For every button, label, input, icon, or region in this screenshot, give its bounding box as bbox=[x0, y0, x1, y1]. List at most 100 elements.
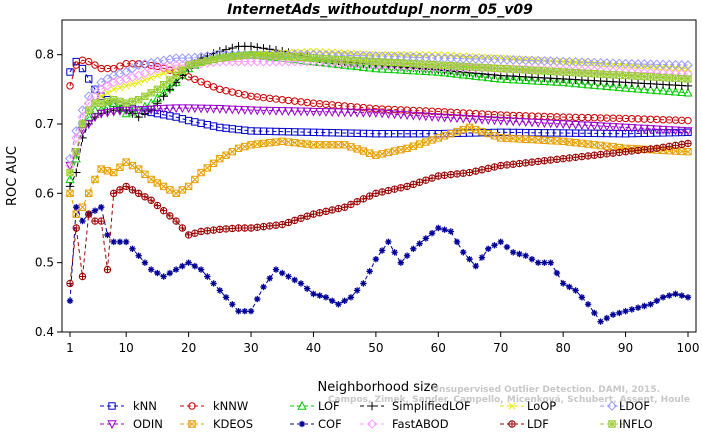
point-marker bbox=[103, 97, 112, 106]
point-marker bbox=[628, 147, 636, 155]
point-marker bbox=[378, 188, 386, 196]
point-marker bbox=[259, 222, 268, 231]
point-marker bbox=[97, 217, 105, 225]
point-marker bbox=[178, 186, 187, 194]
point-marker bbox=[552, 76, 562, 86]
point-marker bbox=[279, 269, 286, 277]
point-marker bbox=[234, 144, 243, 152]
legend-label: ODIN bbox=[133, 417, 163, 431]
point-marker bbox=[303, 212, 311, 220]
point-marker bbox=[353, 287, 361, 294]
point-marker bbox=[421, 66, 431, 76]
point-marker bbox=[609, 149, 617, 157]
point-marker bbox=[645, 125, 656, 134]
point-marker bbox=[152, 105, 163, 114]
point-marker bbox=[109, 96, 118, 104]
point-marker bbox=[384, 58, 393, 66]
point-marker bbox=[409, 59, 418, 68]
point-marker bbox=[639, 124, 649, 134]
point-marker bbox=[147, 74, 155, 82]
point-marker bbox=[496, 73, 506, 83]
legend-label: SimplifiedLOF bbox=[392, 399, 471, 413]
point-marker bbox=[308, 107, 319, 117]
point-marker bbox=[260, 283, 267, 291]
point-marker bbox=[215, 47, 225, 56]
point-marker bbox=[577, 121, 587, 131]
point-marker bbox=[571, 120, 581, 130]
point-marker bbox=[172, 71, 180, 80]
point-marker bbox=[85, 210, 93, 218]
point-marker bbox=[297, 400, 307, 410]
point-marker bbox=[110, 85, 118, 93]
point-marker bbox=[188, 420, 196, 428]
point-marker bbox=[508, 402, 516, 410]
point-marker bbox=[447, 62, 455, 70]
point-marker bbox=[658, 125, 668, 135]
point-marker bbox=[116, 238, 124, 246]
point-marker bbox=[347, 294, 355, 301]
point-marker bbox=[522, 252, 529, 259]
point-marker bbox=[296, 107, 306, 117]
point-marker bbox=[153, 85, 162, 94]
y-tick-label: 0.4 bbox=[35, 325, 54, 339]
point-marker bbox=[208, 104, 219, 114]
point-marker bbox=[91, 207, 99, 214]
point-marker bbox=[102, 108, 113, 118]
point-marker bbox=[433, 66, 443, 76]
point-marker bbox=[109, 168, 118, 177]
point-marker bbox=[166, 269, 174, 277]
point-marker bbox=[96, 109, 106, 119]
point-marker bbox=[546, 67, 555, 76]
point-marker bbox=[402, 65, 412, 74]
point-marker bbox=[97, 99, 105, 107]
watermark-line-1: Unsupervised Outlier Detection. DAMI, 20… bbox=[432, 385, 660, 395]
legend-label: kNNW bbox=[213, 399, 248, 413]
point-marker bbox=[552, 119, 562, 129]
point-marker bbox=[583, 79, 593, 89]
point-marker bbox=[671, 74, 680, 82]
point-marker bbox=[278, 220, 286, 229]
point-marker bbox=[298, 420, 306, 428]
point-marker bbox=[508, 74, 518, 84]
point-marker bbox=[472, 63, 480, 71]
series-kdeos bbox=[66, 123, 692, 218]
point-marker bbox=[283, 107, 294, 117]
point-marker bbox=[116, 97, 124, 106]
point-marker bbox=[110, 238, 117, 246]
point-marker bbox=[422, 235, 430, 242]
point-marker bbox=[390, 58, 399, 67]
point-marker bbox=[252, 106, 262, 116]
point-marker bbox=[484, 64, 492, 72]
point-marker bbox=[509, 160, 517, 168]
point-marker bbox=[315, 209, 324, 217]
point-marker bbox=[141, 259, 149, 266]
point-marker bbox=[496, 116, 506, 126]
point-marker bbox=[372, 57, 380, 66]
point-marker bbox=[266, 52, 274, 60]
point-marker bbox=[259, 139, 268, 148]
point-marker bbox=[472, 262, 479, 270]
point-marker bbox=[533, 118, 543, 128]
point-marker bbox=[633, 83, 643, 93]
point-marker bbox=[410, 245, 417, 252]
point-marker bbox=[553, 67, 561, 76]
point-marker bbox=[266, 139, 274, 147]
point-marker bbox=[414, 112, 425, 121]
point-marker bbox=[177, 104, 187, 114]
point-marker bbox=[266, 222, 274, 230]
point-marker bbox=[670, 86, 681, 96]
point-marker bbox=[115, 107, 125, 116]
point-marker bbox=[666, 292, 673, 299]
point-marker bbox=[534, 157, 542, 166]
point-marker bbox=[271, 106, 281, 116]
point-marker bbox=[66, 279, 74, 288]
point-marker bbox=[340, 59, 350, 69]
point-marker bbox=[422, 176, 430, 184]
point-marker bbox=[188, 402, 196, 410]
point-marker bbox=[365, 109, 375, 118]
point-marker bbox=[514, 74, 525, 84]
point-marker bbox=[627, 124, 637, 133]
point-marker bbox=[309, 47, 318, 55]
point-marker bbox=[141, 76, 149, 84]
series-line bbox=[69, 206, 689, 323]
